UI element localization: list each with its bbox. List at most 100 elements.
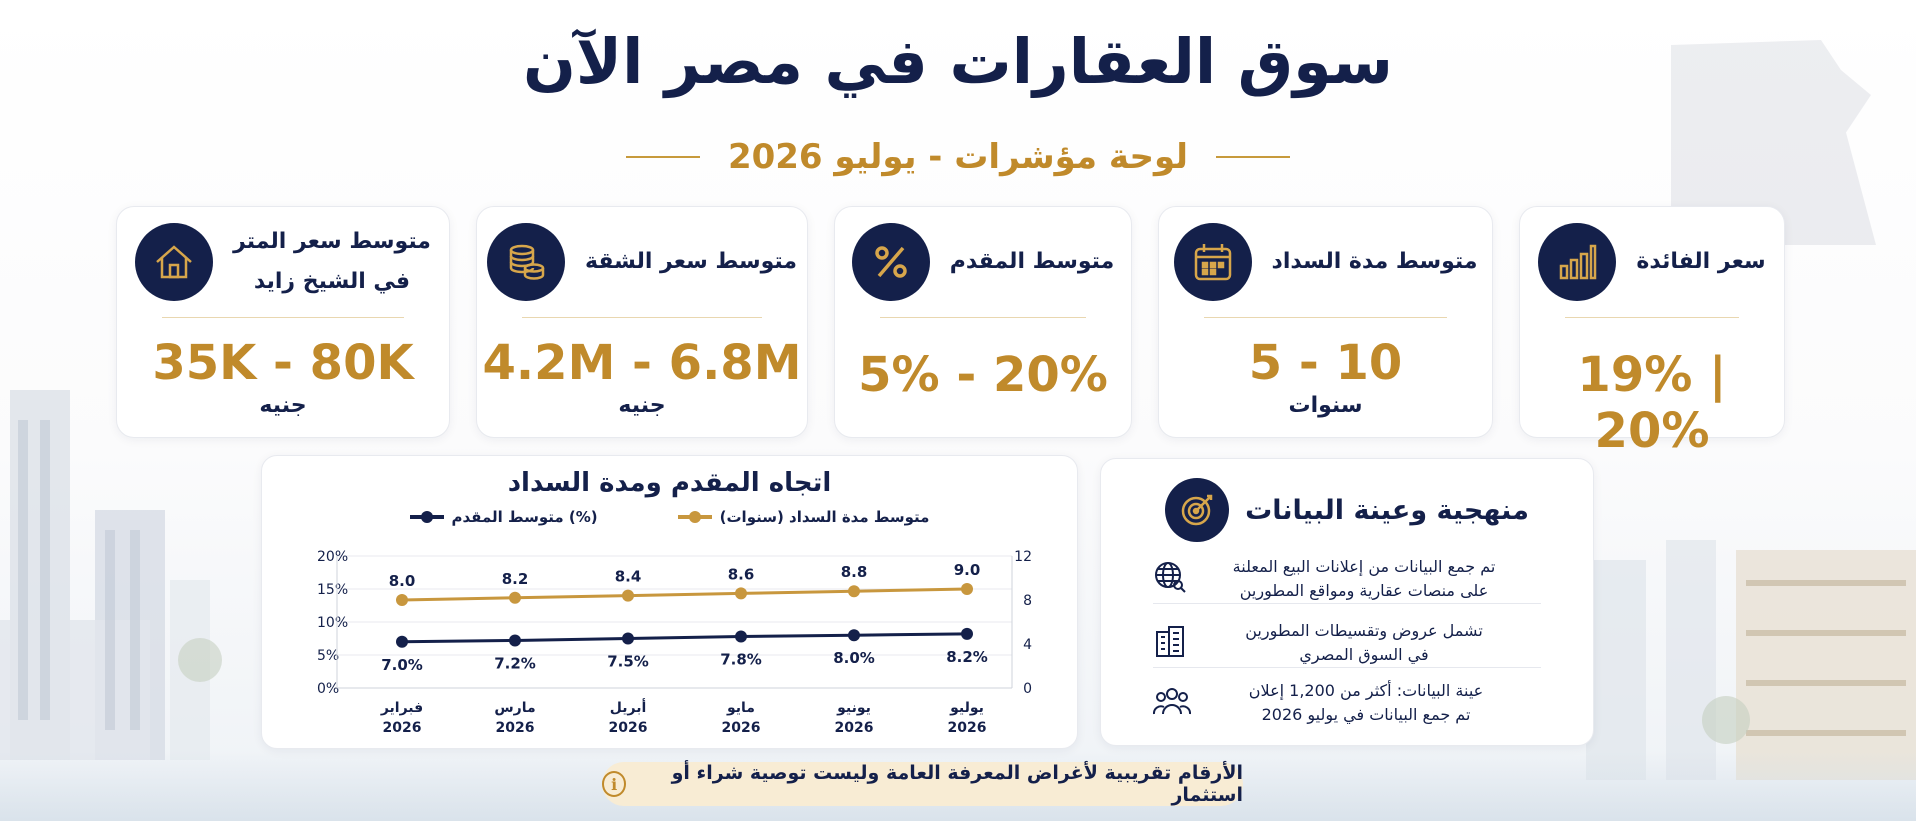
data-label: 7.8% — [720, 651, 762, 669]
chart-panel: اتجاه المقدم ومدة السداد متوسط المقدم (%… — [261, 455, 1078, 749]
x-tick-label: 2026 — [609, 720, 648, 736]
methodology-text: عينة البيانات: أكثر من 1,200 إعلان تم جم… — [1191, 679, 1541, 727]
methodology-line: تم جمع البيانات في يوليو 2026 — [1261, 705, 1471, 724]
legend-label: متوسط المقدم (%) — [451, 508, 598, 526]
data-label: 8.8 — [841, 563, 868, 581]
data-label: 8.2 — [502, 570, 529, 588]
subtitle-row: لوحة مؤشرات - يوليو 2026 — [0, 132, 1916, 182]
kpi-label: متوسط سعر المتر في الشيخ زايد — [233, 222, 431, 302]
data-label: 8.6 — [728, 565, 755, 583]
data-label: 7.0% — [381, 656, 423, 674]
kpi-label: متوسط سعر الشقة — [585, 249, 798, 274]
data-label: 8.4 — [615, 568, 642, 586]
globe-icon — [1153, 560, 1187, 598]
legend-label: متوسط مدة السداد (سنوات) — [719, 508, 930, 526]
methodology-line: في السوق المصري — [1299, 645, 1429, 664]
methodology-panel: منهجية وعينة البيانات تم جمع البيانات من… — [1100, 458, 1594, 746]
kpi-unit: جنيه — [259, 393, 307, 418]
legend-item-term: متوسط مدة السداد (سنوات) — [677, 508, 930, 526]
data-label: 9.0 — [954, 561, 981, 579]
kpi-divider — [1204, 317, 1447, 318]
y-tick-right: 0 — [1023, 681, 1032, 697]
kpi-divider — [162, 317, 404, 318]
series-line-down-payment — [401, 632, 968, 644]
data-point — [396, 594, 408, 606]
x-tick-label: يوليو — [949, 700, 984, 716]
page-subtitle: لوحة مؤشرات - يوليو 2026 — [727, 137, 1189, 177]
kpi-card-price-per-meter: متوسط سعر المتر في الشيخ زايد 35K - 80K … — [116, 206, 450, 438]
x-tick-label: 2026 — [722, 720, 761, 736]
methodology-title: منهجية وعينة البيانات — [1245, 494, 1529, 526]
x-tick-label: 2026 — [835, 720, 874, 736]
methodology-line: عينة البيانات: أكثر من 1,200 إعلان — [1248, 681, 1484, 700]
kpi-card-apartment-price: متوسط سعر الشقة 4.2M - 6.8M جنيه — [476, 206, 808, 438]
data-point — [622, 589, 634, 602]
data-label: 8.0% — [833, 649, 875, 667]
subtitle-divider-left — [625, 156, 700, 158]
methodology-line: على منصات عقارية ومواقع المطورين — [1239, 581, 1489, 600]
kpi-card-interest-rate: سعر الفائدة 19% | 20% — [1519, 206, 1785, 459]
data-point — [735, 630, 747, 643]
methodology-text: تشمل عروض وتقسيطات المطورين في السوق الم… — [1187, 619, 1541, 667]
kpi-value: 5 - 10 — [1248, 335, 1403, 391]
methodology-item: عينة البيانات: أكثر من 1,200 إعلان تم جم… — [1152, 675, 1541, 731]
data-point — [622, 632, 634, 645]
buildings-icon — [1153, 624, 1187, 662]
disclaimer-banner: الأرقام تقريبية لأغراض المعرفة العامة ول… — [602, 762, 1243, 806]
legend-swatch-gold — [677, 511, 712, 523]
data-point — [848, 629, 860, 642]
city-buildings-right — [1586, 540, 1916, 780]
y-tick-right: 8 — [1023, 593, 1032, 609]
kpi-card-repayment-term: متوسط مدة السداد 5 - 10 سنوات — [1158, 206, 1493, 438]
x-tick-label: مايو — [726, 700, 755, 716]
methodology-separator — [1153, 603, 1541, 604]
x-tick-label: أبريل — [610, 698, 647, 716]
methodology-item: تشمل عروض وتقسيطات المطورين في السوق الم… — [1153, 615, 1541, 671]
page-title: سوق العقارات في مصر الآن — [523, 25, 1393, 98]
kpi-divider — [522, 317, 762, 318]
kpi-divider — [1565, 317, 1739, 318]
data-point — [509, 591, 521, 604]
subtitle-divider-right — [1216, 156, 1291, 158]
methodology-line: تشمل عروض وتقسيطات المطورين — [1245, 621, 1483, 640]
x-tick-label: فبراير — [380, 700, 423, 716]
kpi-unit: سنوات — [1288, 393, 1363, 418]
series-line-term — [401, 587, 968, 602]
info-icon: i — [602, 771, 627, 797]
kpi-label: متوسط مدة السداد — [1271, 249, 1478, 274]
data-label: 8.2% — [946, 648, 988, 666]
kpi-card-down-payment: متوسط المقدم 5% - 20% — [834, 206, 1132, 438]
methodology-item: تم جمع البيانات من إعلانات البيع المعلنة… — [1153, 551, 1541, 607]
kpi-unit: جنيه — [618, 393, 666, 418]
methodology-separator — [1153, 667, 1541, 668]
data-point — [961, 627, 973, 640]
kpi-label: سعر الفائدة — [1636, 249, 1766, 274]
x-tick-label: 2026 — [948, 720, 987, 736]
y-tick-right: 4 — [1023, 637, 1032, 653]
x-tick-label: 2026 — [383, 720, 422, 736]
data-label: 7.5% — [607, 653, 649, 671]
legend-item-down-payment: متوسط المقدم (%) — [409, 508, 598, 526]
data-point — [509, 634, 521, 647]
percent-icon — [851, 223, 930, 301]
x-tick-label: 2026 — [496, 720, 535, 736]
target-icon — [1165, 478, 1230, 542]
methodology-line: تم جمع البيانات من إعلانات البيع المعلنة — [1232, 557, 1496, 576]
y-tick-left: 20% — [317, 549, 348, 565]
line-chart: 0% 5% 10% 15% 20% 0 4 8 12 فبراير 2026 مارس 2026 أبري… — [317, 549, 1032, 736]
bar-chart-icon — [1538, 223, 1617, 301]
data-point — [396, 635, 408, 648]
coins-icon — [487, 223, 565, 301]
kpi-label-line1: متوسط سعر المتر — [233, 229, 431, 254]
disclaimer-text: الأرقام تقريبية لأغراض المعرفة العامة ول… — [671, 762, 1243, 806]
data-point — [735, 587, 747, 600]
chart-legend: متوسط المقدم (%) متوسط مدة السداد (سنوات… — [262, 508, 1077, 526]
x-tick-label: يونيو — [836, 700, 871, 716]
methodology-text: تم جمع البيانات من إعلانات البيع المعلنة… — [1187, 555, 1541, 603]
y-tick-left: 5% — [317, 648, 339, 664]
y-tick-right: 12 — [1014, 549, 1032, 565]
calendar-icon — [1173, 223, 1252, 301]
data-point — [961, 583, 973, 595]
legend-swatch-navy — [409, 511, 444, 523]
kpi-value: 35K - 80K — [152, 335, 414, 391]
